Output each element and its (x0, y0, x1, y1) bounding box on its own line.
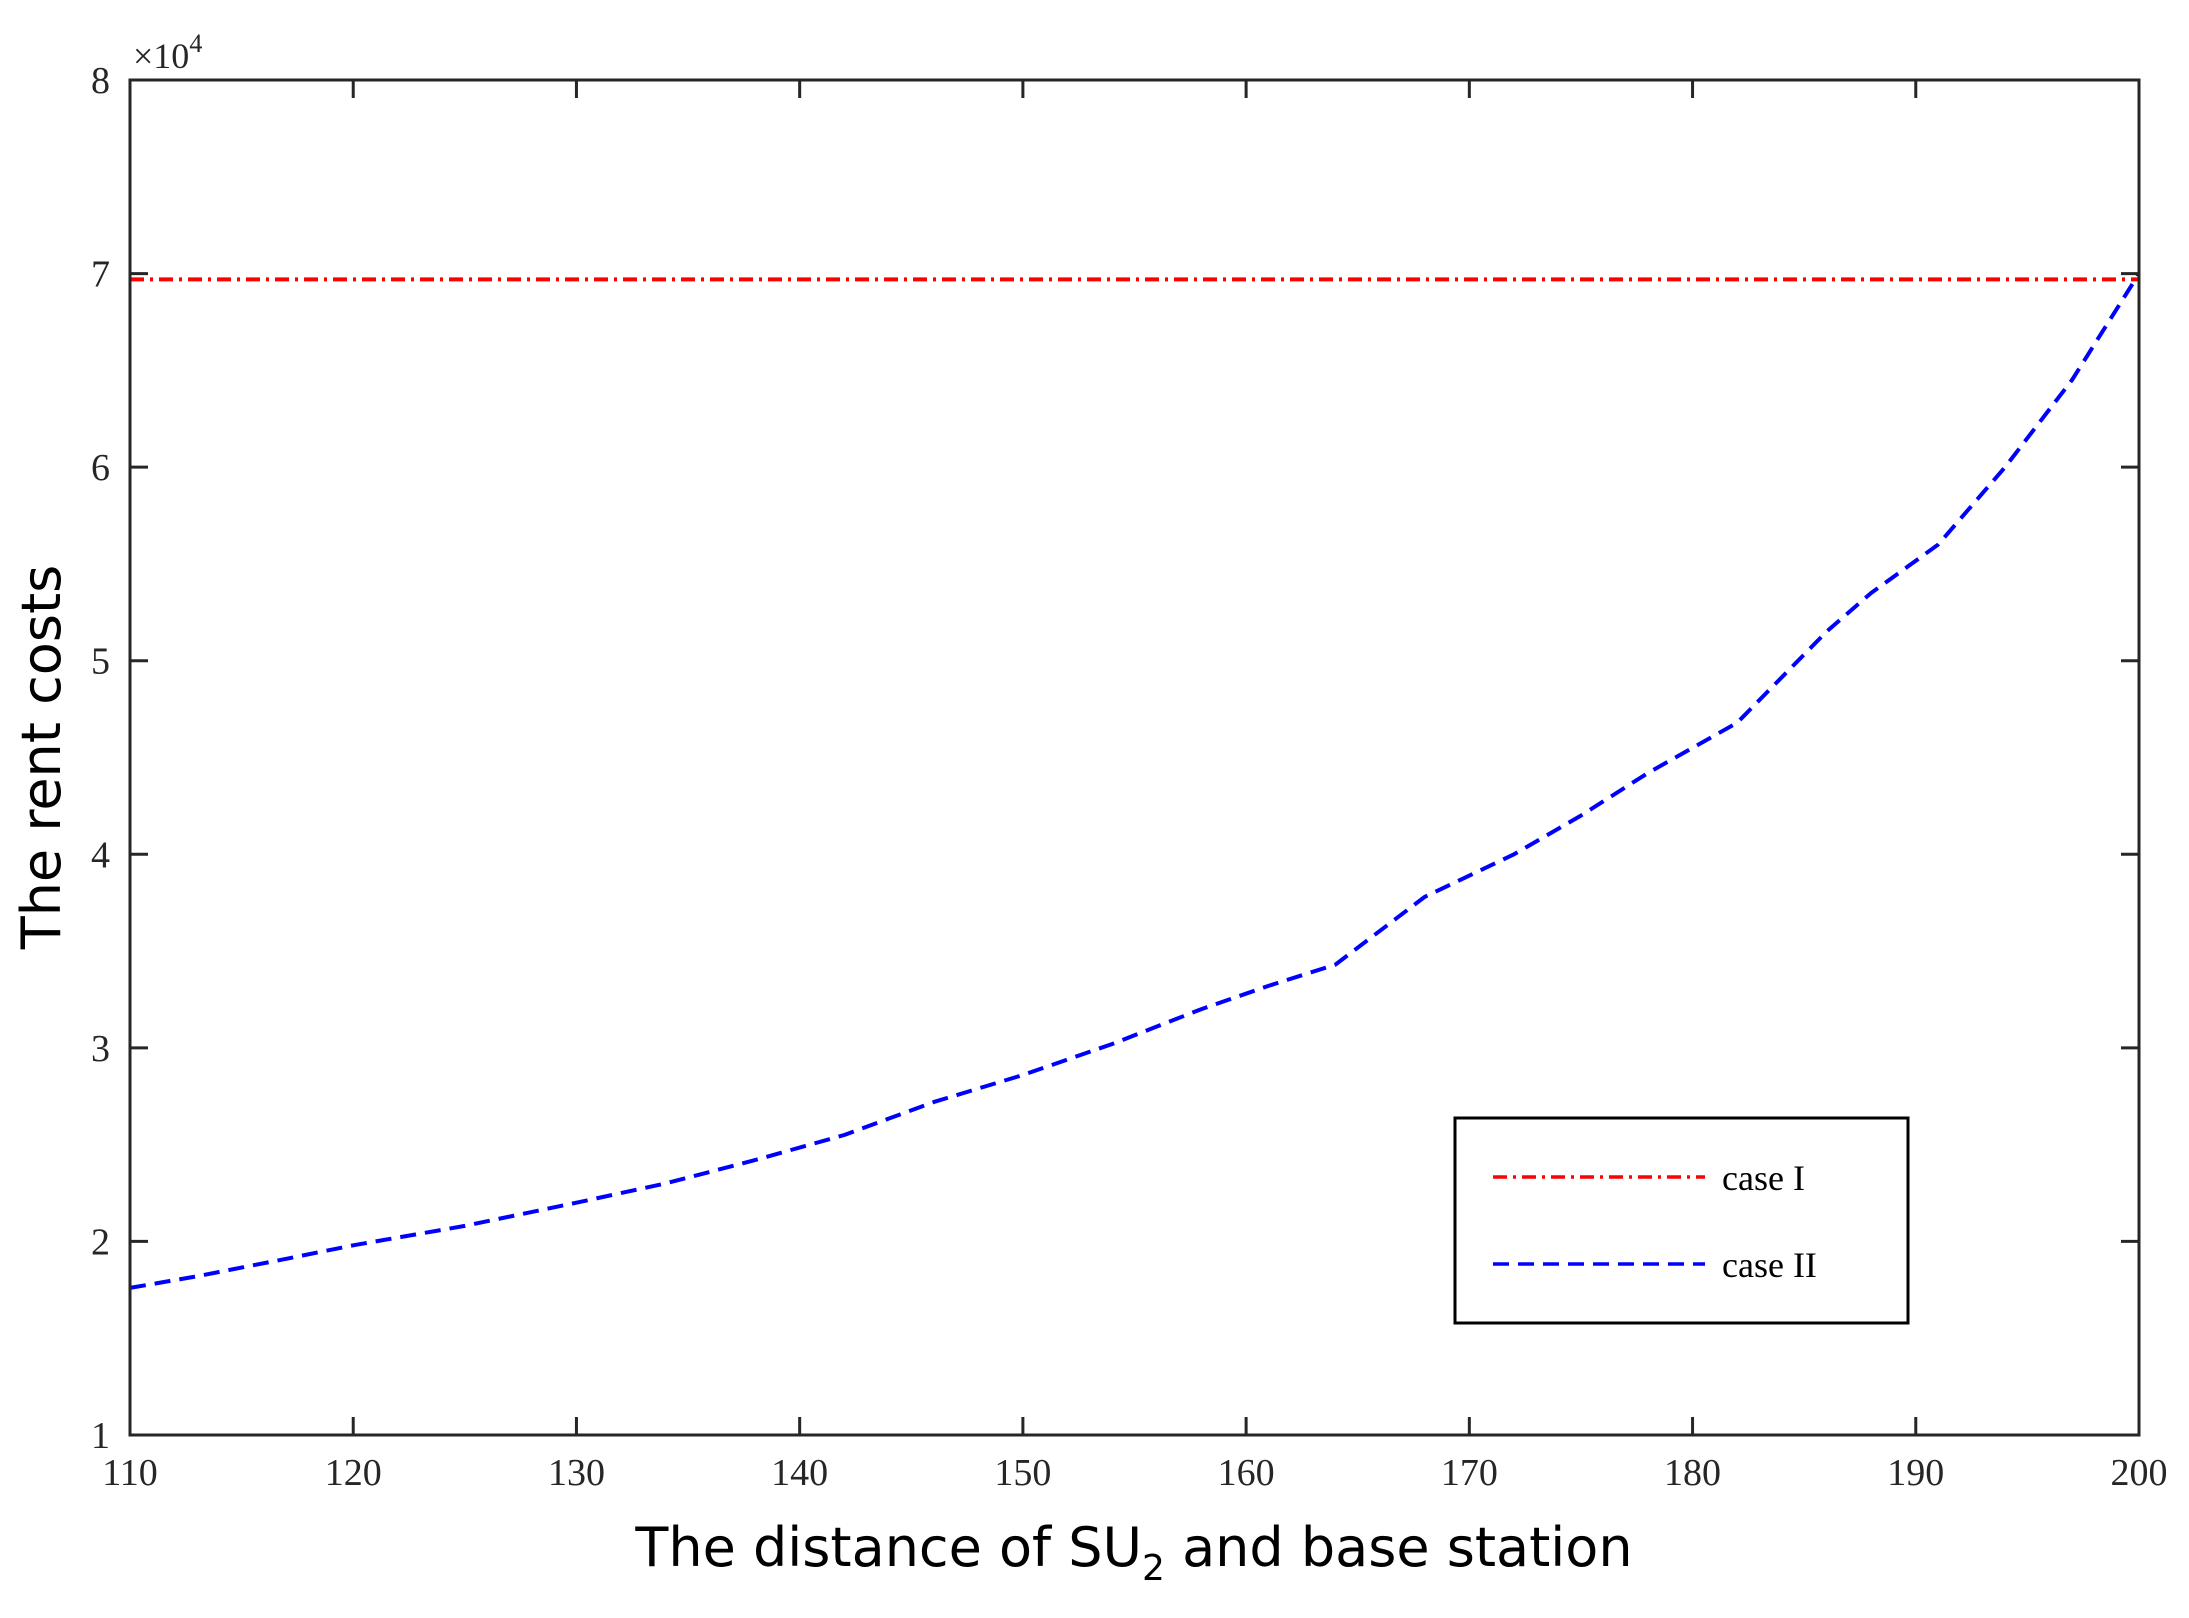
y-axis-title: The rent costs (10, 565, 73, 951)
y-tick-label: 7 (91, 254, 110, 296)
y-tick-label: 1 (91, 1415, 110, 1457)
x-axis-title-subscript: 2 (1142, 1548, 1165, 1589)
y-tick-label: 4 (91, 834, 110, 876)
series-line-case-II (129, 272, 2141, 1290)
y-multiplier-exponent: 4 (189, 29, 202, 58)
y-tick-label: 6 (91, 447, 110, 489)
legend-label-case-II: case II (1722, 1245, 1817, 1285)
y-tick-label: 3 (91, 1028, 110, 1070)
x-tick-label: 190 (1887, 1452, 1944, 1494)
x-axis-title: The distance of SU2 and base station (634, 1516, 1632, 1589)
y-tick-label: 2 (91, 1221, 110, 1263)
x-tick-label: 180 (1664, 1452, 1721, 1494)
x-tick-label: 200 (2111, 1452, 2168, 1494)
series-layer (129, 272, 2141, 1290)
y-multiplier-base: ×10 (133, 36, 189, 76)
y-tick-label: 8 (91, 60, 110, 102)
plot-frame (128, 78, 2141, 1437)
x-tick-label: 160 (1218, 1452, 1275, 1494)
y-tick-label: 5 (91, 641, 110, 683)
x-axis-title-suffix: and base station (1165, 1516, 1633, 1579)
ticks-layer: 110 120 130 140 150 160 170 180 190 200 1 2 3 4 5 6 7 8 (91, 60, 2168, 1494)
legend: case I case II (1453, 1116, 1910, 1325)
x-tick-label: 150 (994, 1452, 1051, 1494)
x-axis-title-prefix: The distance of SU (634, 1516, 1142, 1579)
y-multiplier: ×104 (133, 29, 202, 76)
x-tick-label: 120 (325, 1452, 382, 1494)
x-tick-label: 140 (771, 1452, 828, 1494)
legend-label-case-I: case I (1722, 1158, 1805, 1198)
x-tick-label: 170 (1441, 1452, 1498, 1494)
x-tick-label: 110 (102, 1452, 158, 1494)
legend-box (1453, 1116, 1910, 1325)
x-tick-label: 130 (548, 1452, 605, 1494)
